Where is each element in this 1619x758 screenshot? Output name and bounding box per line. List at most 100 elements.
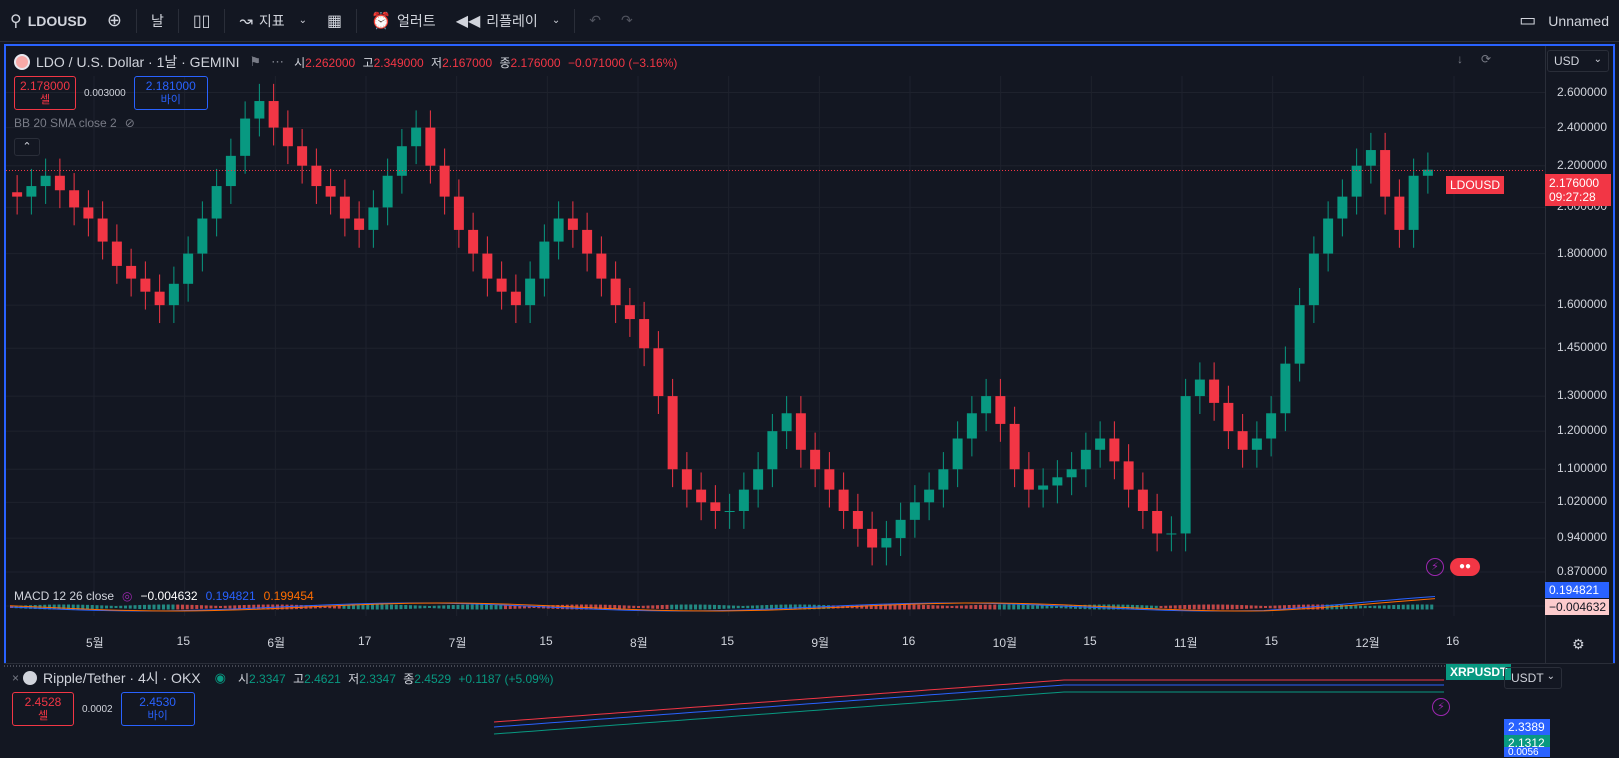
macd-histogram-bar <box>67 604 70 610</box>
xrp-title[interactable]: Ripple/Tether · 4시 · OKX <box>43 670 201 686</box>
candle-body <box>1109 438 1120 462</box>
xrp-currency-select[interactable]: USDT ⌄ <box>1504 667 1562 689</box>
macd-histogram-bar <box>1387 605 1391 609</box>
replay-button[interactable]: ◀◀ 리플레이 ⌄ <box>446 0 571 42</box>
candle-body <box>852 511 863 529</box>
symbol-search-button[interactable]: ⚲ LDOUSD <box>0 0 97 42</box>
macd-histogram-bar <box>1354 605 1358 609</box>
candle-body <box>952 438 963 470</box>
undo-button[interactable]: ↶ <box>579 0 611 42</box>
compare-button[interactable]: ⊕ <box>97 0 132 42</box>
macd-histogram-bar <box>1197 604 1201 610</box>
macd-histogram-bar <box>827 605 830 609</box>
macd-signal-value: 0.199454 <box>263 589 314 603</box>
candle-body <box>909 502 920 520</box>
lightning-icon[interactable]: ⚡ <box>1426 558 1444 576</box>
alerts-button[interactable]: ⏰ 얼러트 <box>361 0 446 42</box>
macd-histogram-bar <box>323 605 327 609</box>
macd-legend[interactable]: MACD 12 26 close ◎ −0.004632 0.194821 0.… <box>14 589 314 603</box>
xrp-ohlc-values: 시2.3347 고2.4621 저2.3347 종2.4529 +0.1187 … <box>238 670 554 687</box>
candle-body <box>738 489 749 512</box>
macd-histogram-bar <box>869 605 873 609</box>
chevron-down-icon: ⌄ <box>1546 671 1555 682</box>
macd-histogram-bar <box>228 605 232 609</box>
close-icon[interactable]: × <box>12 671 20 685</box>
macd-histogram-bar <box>998 604 1001 610</box>
macd-chart[interactable] <box>6 591 1545 631</box>
macd-histogram-bar <box>128 605 132 609</box>
xrp-chart[interactable] <box>4 664 1484 758</box>
macd-histogram-bar <box>466 604 469 610</box>
macd-histogram-bar <box>732 605 735 609</box>
macd-histogram-bar <box>461 604 465 610</box>
macd-histogram-bar <box>190 604 194 610</box>
macd-tag: 0.194821 <box>1545 582 1609 598</box>
candle-body <box>1323 218 1334 254</box>
currency-select[interactable]: USD ⌄ <box>1547 50 1609 72</box>
xrp-sell-button[interactable]: 2.4528 셀 <box>12 692 74 726</box>
macd-histogram-bar <box>907 604 911 610</box>
macd-histogram-bar <box>1297 604 1301 610</box>
secondary-chart-pane[interactable]: × Ripple/Tether · 4시 · OKX ◉ 시2.3347 고2.… <box>4 663 1615 757</box>
macd-histogram-bar <box>95 605 99 609</box>
macd-histogram-bar <box>147 604 151 610</box>
scroll-down-button[interactable]: ↓ <box>1457 52 1463 66</box>
macd-histogram-bar <box>318 605 322 609</box>
flag-icon[interactable]: ⚑ <box>249 54 262 69</box>
price-chart[interactable] <box>6 76 1545 616</box>
close-value: 2.176000 <box>510 55 561 70</box>
interval-label: 날 <box>150 12 164 29</box>
macd-histogram-bar <box>1235 604 1239 610</box>
more-icon[interactable]: ⋯ <box>271 54 285 69</box>
symbol-title[interactable]: LDO / U.S. Dollar · 1날 · GEMINI <box>36 54 240 70</box>
macd-histogram-bar <box>1373 605 1377 609</box>
candle-body <box>368 207 379 230</box>
buy-button[interactable]: 2.181000 바이 <box>133 76 208 110</box>
settings-gear-icon[interactable]: ⚙ <box>1572 636 1585 652</box>
macd-histogram-bar <box>1211 604 1215 610</box>
bb-label: BB 20 SMA close 2 <box>14 116 117 130</box>
macd-histogram-bar <box>1188 604 1191 610</box>
macd-histogram-bar <box>347 605 351 609</box>
macd-histogram-bar <box>1430 604 1434 610</box>
interval-button[interactable]: 날 <box>141 0 174 42</box>
macd-histogram-bar <box>290 604 294 610</box>
alarm-clock-icon: ⏰ <box>371 12 392 30</box>
refresh-button[interactable]: ⟳ <box>1480 52 1491 66</box>
eye-off-icon[interactable]: ⊘ <box>124 116 135 130</box>
indicators-button[interactable]: ↝ 지표 ⌄ <box>229 0 317 42</box>
candle-body <box>995 396 1006 424</box>
xrp-buy-button[interactable]: 2.4530 바이 <box>120 692 195 726</box>
bb-legend[interactable]: BB 20 SMA close 2 ⊘ <box>14 116 135 130</box>
macd-histogram-bar <box>979 604 982 610</box>
candle-body <box>567 218 578 230</box>
macd-histogram-bar <box>741 605 745 609</box>
candle-body <box>1365 150 1376 166</box>
layout-button[interactable]: ▭ Unnamed <box>1509 0 1619 42</box>
macd-histogram-bar <box>114 605 118 609</box>
redo-button[interactable]: ↷ <box>611 0 643 42</box>
time-axis[interactable]: 5월 15 6월 17 7월 15 8월 15 9월 16 10월 15 11월 15 12월 16 <box>6 634 1545 654</box>
collapse-legend-button[interactable]: ⌃ <box>14 138 40 156</box>
macd-histogram-bar <box>371 604 374 610</box>
xrp-lightning-icon[interactable]: ⚡ <box>1432 698 1450 716</box>
y-tick-label: 2.200000 <box>1556 157 1607 172</box>
macd-histogram-bar <box>1401 604 1405 610</box>
macd-histogram-bar <box>784 604 788 610</box>
price-axis[interactable]: USD ⌄ 2.600000 2.400000 2.200000 2.000000 1.8… <box>1545 46 1613 676</box>
templates-button[interactable]: ▦ <box>317 0 352 42</box>
sell-button[interactable]: 2.178000 셀 <box>14 76 76 110</box>
macd-histogram-bar <box>865 605 868 609</box>
chart-type-button[interactable]: ▯▯ <box>183 0 221 42</box>
macd-histogram-bar <box>257 604 260 610</box>
divider <box>356 8 358 33</box>
macd-histogram-bar <box>1064 605 1068 609</box>
main-chart-pane[interactable]: LDO / U.S. Dollar · 1날 · GEMINI ⚑ ⋯ 시2.2… <box>4 44 1615 678</box>
us-flag-icon[interactable]: ●● <box>1450 558 1480 576</box>
chevron-up-icon: ⌃ <box>14 138 40 156</box>
macd-histogram-bar <box>447 605 450 609</box>
macd-histogram-bar <box>523 605 526 609</box>
xrp-close-value: 2.4529 <box>414 671 451 686</box>
macd-histogram-bar <box>423 605 427 609</box>
macd-histogram-bar <box>1349 605 1353 609</box>
